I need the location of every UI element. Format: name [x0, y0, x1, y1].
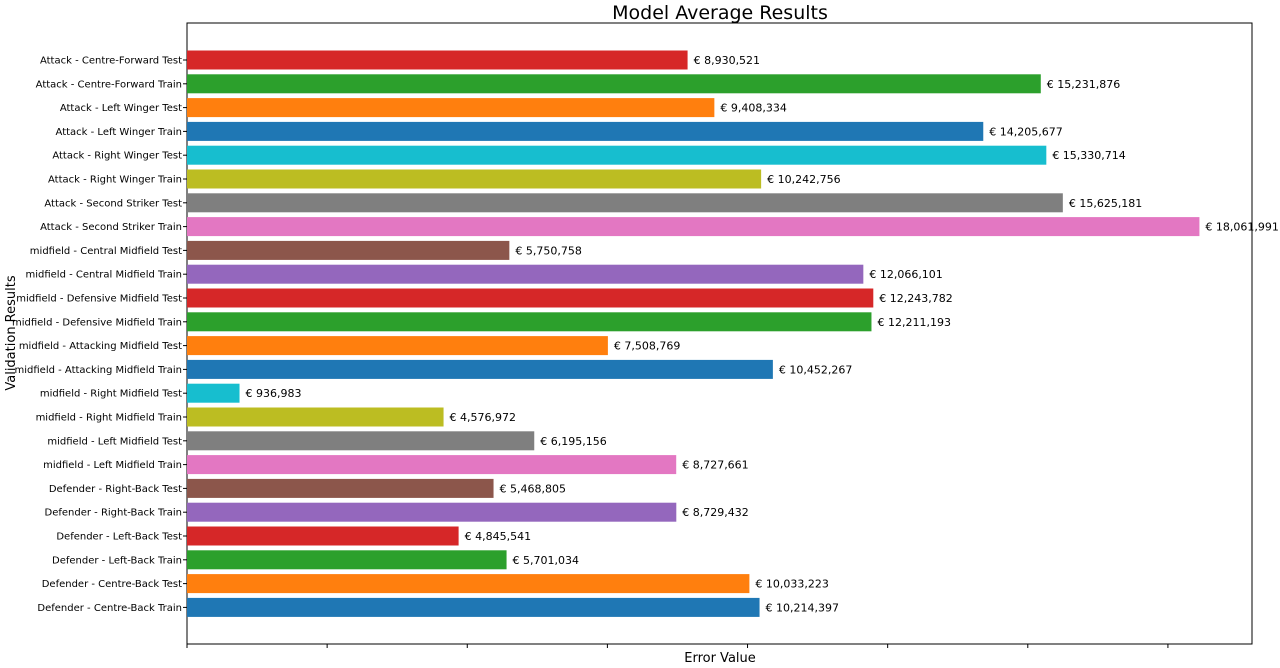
bar: [187, 359, 773, 379]
category-label: midfield - Central Midfield Train: [25, 270, 182, 281]
bar: [187, 288, 874, 308]
bar: [187, 145, 1047, 165]
data-label: € 15,330,714: [1052, 149, 1125, 162]
data-label: € 5,701,034: [513, 554, 579, 567]
data-label: € 4,845,541: [465, 530, 531, 543]
category-label: Defender - Centre-Back Train: [37, 603, 182, 614]
bar: [187, 217, 1200, 237]
data-label: € 10,242,756: [767, 173, 840, 186]
data-label: € 10,214,397: [766, 601, 839, 614]
data-label: € 8,727,661: [682, 459, 748, 472]
category-label: midfield - Central Midfield Test: [30, 246, 182, 257]
data-label: € 5,468,805: [500, 482, 566, 495]
bar: [187, 193, 1063, 213]
data-label: € 12,066,101: [869, 268, 942, 281]
bar: [187, 455, 677, 475]
bar-group: [187, 50, 1200, 617]
bar: [187, 240, 510, 260]
category-label: Attack - Centre-Forward Test: [40, 56, 182, 67]
bar: [187, 597, 760, 617]
data-label: € 10,033,223: [755, 578, 828, 591]
bar: [187, 169, 762, 189]
category-label: midfield - Left Midfield Test: [47, 436, 182, 447]
bar: [187, 74, 1041, 94]
y-axis-label: Validation Results: [4, 275, 19, 390]
category-label: Defender - Centre-Back Test: [42, 579, 182, 590]
bar: [187, 383, 240, 403]
bar: [187, 264, 864, 284]
bar: [187, 121, 984, 141]
category-label: Attack - Centre-Forward Train: [36, 79, 182, 90]
data-label: € 5,750,758: [515, 244, 581, 257]
bar: [187, 50, 688, 70]
category-label: Attack - Left Winger Test: [60, 103, 182, 114]
data-label: € 15,625,181: [1069, 197, 1142, 210]
data-label: € 12,211,193: [877, 316, 950, 329]
category-label: midfield - Right Midfield Test: [40, 389, 182, 400]
category-label: midfield - Defensive Midfield Train: [12, 317, 182, 328]
data-label: € 10,452,267: [779, 363, 852, 376]
data-label: € 15,231,876: [1047, 78, 1120, 91]
category-label: midfield - Attacking Midfield Train: [15, 365, 182, 376]
bar: [187, 574, 750, 594]
bar: [187, 550, 507, 570]
bar: [187, 431, 535, 451]
category-label: midfield - Left Midfield Train: [43, 460, 182, 471]
bar: [187, 336, 608, 356]
data-label: € 6,195,156: [540, 435, 606, 448]
data-label: € 12,243,782: [879, 292, 952, 305]
bar: [187, 502, 677, 522]
category-label: midfield - Defensive Midfield Test: [16, 294, 182, 305]
category-label: Defender - Left-Back Test: [56, 532, 182, 543]
category-label: midfield - Attacking Midfield Test: [19, 341, 182, 352]
data-label: € 4,576,972: [450, 411, 516, 424]
category-label: midfield - Right Midfield Train: [36, 413, 182, 424]
data-label: € 9,408,334: [720, 102, 786, 115]
bar: [187, 407, 444, 427]
x-axis-ticks: [183, 59, 1169, 648]
data-label: € 8,729,432: [682, 506, 748, 519]
chart-title: Model Average Results: [612, 2, 828, 24]
data-labels: € 8,930,521 € 15,231,876 € 9,408,334 € 14,2…: [246, 54, 1279, 614]
category-label: Defender - Right-Back Test: [49, 484, 182, 495]
data-label: € 8,930,521: [694, 54, 760, 67]
category-label: Defender - Left-Back Train: [52, 555, 182, 566]
category-label: Attack - Second Striker Train: [40, 222, 182, 233]
data-label: € 936,983: [246, 387, 302, 400]
bar: [187, 98, 715, 118]
bar: [187, 312, 872, 332]
category-label: Attack - Right Winger Test: [52, 151, 182, 162]
category-label: Attack - Second Striker Test: [44, 198, 182, 209]
category-label: Attack - Left Winger Train: [56, 127, 182, 138]
bar: [187, 478, 494, 498]
data-label: € 18,061,991: [1205, 221, 1278, 234]
category-labels: Attack - Centre-Forward Test Attack - Cen…: [12, 56, 182, 614]
category-label: Defender - Right-Back Train: [45, 508, 182, 519]
bar: [187, 526, 459, 546]
category-label: Attack - Right Winger Train: [48, 175, 182, 186]
x-axis-label: Error Value: [684, 651, 756, 666]
plot-frame: [186, 22, 1253, 645]
data-label: € 7,508,769: [614, 340, 680, 353]
data-label: € 14,205,677: [989, 125, 1062, 138]
